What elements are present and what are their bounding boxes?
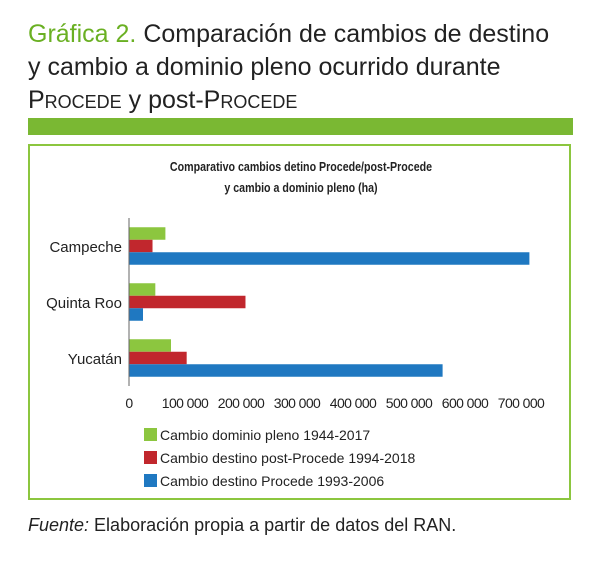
x-tick-label: 300 000 [274, 395, 321, 411]
category-label: Campeche [49, 239, 122, 256]
bar [129, 252, 530, 265]
bar [129, 239, 153, 253]
figure-number: Gráfica 2. [28, 20, 137, 48]
source-label: Fuente: [28, 515, 90, 535]
figure-heading: Gráfica 2. Comparación de cambios de des… [28, 18, 588, 117]
x-tick-label: 400 000 [330, 395, 377, 411]
heading-text-3: y post- [121, 86, 204, 114]
bar [129, 339, 171, 352]
x-tick-label: 0 [125, 395, 133, 411]
bar [129, 283, 156, 296]
legend-swatch [144, 428, 157, 441]
heading-line-1: Gráfica 2. Comparación de cambios de des… [28, 18, 588, 51]
x-tick-label: 700 000 [498, 395, 545, 411]
heading-line-2: y cambio a dominio pleno ocurrido durant… [28, 53, 501, 81]
source-note: Fuente: Elaboración propia a partir de d… [28, 515, 456, 536]
heading-text-1: Comparación de cambios de destino [136, 20, 550, 48]
heading-divider [28, 118, 573, 135]
chart-subtitle: y cambio a dominio pleno (ha) [224, 180, 377, 195]
procede-word-2: Procede [203, 86, 298, 114]
bar-chart: Comparativo cambios detino Procede/post-… [46, 159, 546, 489]
bar [129, 364, 443, 377]
chart-title: Comparativo cambios detino Procede/post-… [170, 159, 432, 174]
category-label: Quinta Roo [46, 295, 122, 312]
x-tick-label: 500 000 [386, 395, 433, 411]
legend-swatch [144, 451, 157, 464]
bar [129, 351, 187, 365]
heading-line-3: Procede y post-Procede [28, 84, 588, 117]
category-label: Yucatán [68, 351, 122, 368]
legend-swatch [144, 474, 157, 487]
bar [129, 308, 143, 321]
x-tick-label: 600 000 [442, 395, 489, 411]
x-tick-label: 100 000 [162, 395, 209, 411]
bar [129, 295, 246, 309]
legend-label: Cambio destino post-Procede 1994-2018 [160, 450, 415, 466]
source-text: Elaboración propia a partir de datos del… [89, 515, 457, 535]
legend-label: Cambio dominio pleno 1944-2017 [160, 427, 370, 443]
chart-frame [28, 144, 571, 500]
bar [129, 227, 166, 240]
procede-word-1: Procede [28, 86, 122, 114]
x-tick-label: 200 000 [218, 395, 265, 411]
legend-label: Cambio destino Procede 1993-2006 [160, 473, 384, 489]
